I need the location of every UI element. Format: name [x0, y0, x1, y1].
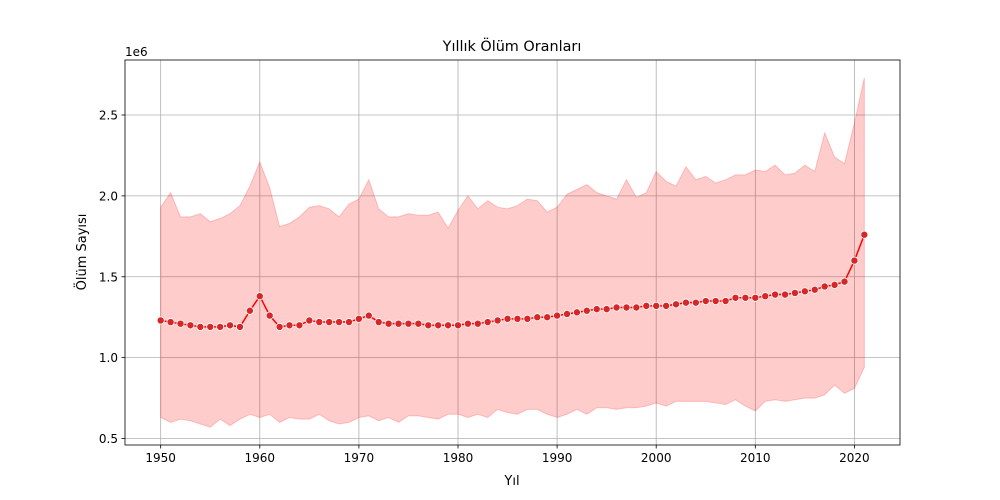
data-point [790, 288, 799, 297]
data-point [711, 297, 720, 306]
data-point [820, 282, 829, 291]
y-axis-ticks: 0.5 1.0 1.5 2.0 2.5 [99, 109, 125, 446]
data-point [513, 314, 522, 323]
y-axis-label: Ölüm Sayısı [73, 214, 90, 291]
data-point [771, 290, 780, 299]
data-point [592, 305, 601, 314]
x-axis-ticks: 1950 1960 1970 1980 1990 2000 2010 2020 [145, 445, 870, 465]
confidence-band [160, 77, 865, 428]
y-tick-label: 2.5 [99, 109, 118, 123]
data-point [483, 318, 492, 327]
data-point [751, 293, 760, 302]
data-point [404, 319, 413, 328]
data-point [652, 301, 661, 310]
data-point [503, 314, 512, 323]
data-point [810, 285, 819, 294]
y-axis-offset-label: 1e6 [125, 45, 148, 59]
data-point [622, 303, 631, 312]
data-point [255, 292, 264, 301]
data-point [226, 321, 235, 330]
data-point [830, 280, 839, 289]
data-point [275, 322, 284, 331]
data-point [414, 319, 423, 328]
data-point [860, 230, 869, 239]
x-tick-label: 1960 [245, 451, 276, 465]
data-point [582, 306, 591, 315]
data-point [840, 277, 849, 286]
data-point [681, 298, 690, 307]
data-point [463, 319, 472, 328]
x-tick-label: 1990 [542, 451, 573, 465]
data-point [354, 314, 363, 323]
data-point [424, 321, 433, 330]
data-point [265, 311, 274, 320]
data-point [156, 316, 165, 325]
data-point [533, 313, 542, 322]
data-point [245, 306, 254, 315]
y-tick-label: 1.5 [99, 270, 118, 284]
data-point [701, 297, 710, 306]
data-point [691, 298, 700, 307]
x-tick-label: 2020 [839, 451, 870, 465]
data-point [305, 316, 314, 325]
data-point [453, 321, 462, 330]
data-point [850, 256, 859, 265]
data-point [473, 319, 482, 328]
data-point [523, 314, 532, 323]
plot-frame [124, 59, 901, 446]
data-point [434, 321, 443, 330]
data-point [364, 311, 373, 320]
data-point [781, 290, 790, 299]
data-point [721, 297, 730, 306]
data-point [672, 300, 681, 309]
y-tick-label: 0.5 [99, 432, 118, 446]
x-tick-label: 2000 [641, 451, 672, 465]
y-tick-label: 1.0 [99, 351, 118, 365]
data-point [553, 311, 562, 320]
data-point [335, 318, 344, 327]
x-tick-label: 1970 [344, 451, 375, 465]
y-tick-label: 2.0 [99, 189, 118, 203]
chart-title: Yıllık Ölüm Oranları [442, 37, 582, 55]
data-point [176, 319, 185, 328]
grid [125, 60, 900, 445]
data-point [235, 322, 244, 331]
data-point [572, 308, 581, 317]
data-point [800, 287, 809, 296]
data-point [662, 301, 671, 310]
data-point [394, 319, 403, 328]
data-point [563, 309, 572, 318]
data-point [731, 293, 740, 302]
data-point [166, 318, 175, 327]
data-point [344, 318, 353, 327]
data-point [285, 321, 294, 330]
data-point [741, 293, 750, 302]
data-point [632, 303, 641, 312]
data-point [612, 303, 621, 312]
data-point [602, 305, 611, 314]
data-point [384, 319, 393, 328]
data-markers [156, 230, 869, 331]
data-point [761, 292, 770, 301]
data-point [315, 318, 324, 327]
data-point [642, 301, 651, 310]
data-point [216, 322, 225, 331]
data-point [444, 321, 453, 330]
data-point [295, 321, 304, 330]
x-axis-label: Yıl [503, 474, 519, 489]
x-tick-label: 1980 [443, 451, 474, 465]
x-tick-label: 1950 [145, 451, 176, 465]
data-point [374, 318, 383, 327]
data-point [325, 318, 334, 327]
x-tick-label: 2010 [740, 451, 771, 465]
data-point [206, 322, 215, 331]
data-point [196, 322, 205, 331]
confidence-band-area [160, 77, 865, 428]
data-point [186, 321, 195, 330]
data-point [493, 316, 502, 325]
data-point [543, 313, 552, 322]
